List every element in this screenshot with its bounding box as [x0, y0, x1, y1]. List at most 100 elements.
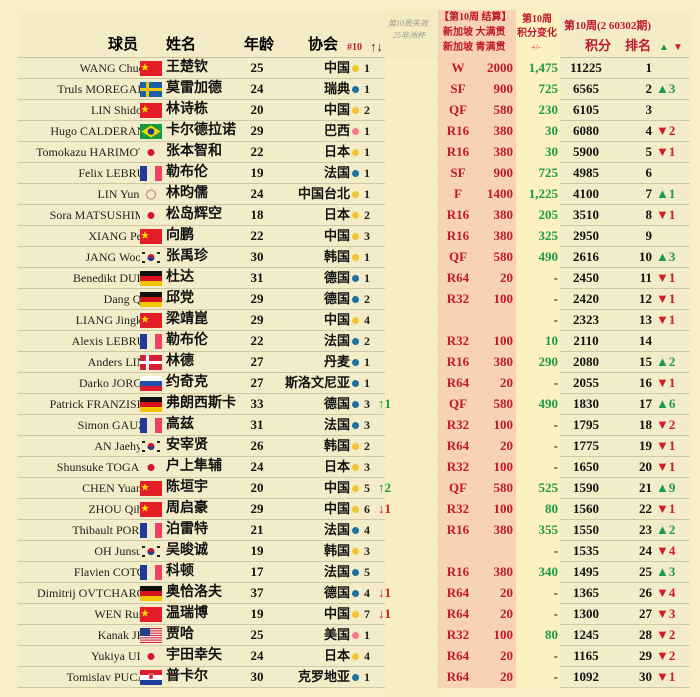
event-cell-bg — [438, 142, 516, 163]
table-row: Kanak JHA 贾哈 25 美国 1 R32 100 80 1245 28 … — [18, 625, 690, 646]
region-dot-icon — [352, 632, 359, 639]
expired-header-bg — [385, 10, 437, 58]
player-cn-name: 邱党 — [166, 291, 194, 306]
event-cell-bg — [438, 331, 516, 352]
event-cell-bg — [438, 289, 516, 310]
change-cell-bg — [516, 604, 560, 625]
player-cn-name: 户上隼辅 — [166, 459, 222, 474]
world-rank: 24 — [639, 543, 652, 558]
table-row: Flavien COTON 科顿 17 法国 5 R16 380 340 149… — [18, 562, 690, 583]
event-round: R64 — [446, 438, 470, 453]
world-rank: 2 — [645, 81, 653, 96]
rank-delta: ▼2 — [656, 417, 676, 432]
change-cell-bg — [516, 541, 560, 562]
assoc-rank: 5 — [364, 565, 370, 579]
player-cn-name: 普卡尔 — [166, 669, 208, 684]
event-round: SF — [450, 165, 466, 180]
rank-up-icon: ▲ — [659, 42, 669, 53]
assoc-rank: 6 — [364, 502, 370, 516]
flag-de-icon — [140, 397, 162, 412]
event-cell-bg — [438, 373, 516, 394]
player-en-name: Shunsuke TOGAMI — [56, 460, 154, 474]
player-en-name: LIANG Jingkun — [75, 313, 154, 327]
table-row: JANG Woojin 张禹珍 30 韩国 1 QF 580 490 2616 … — [18, 247, 690, 268]
flag-hr-icon — [140, 670, 162, 685]
event-points: 380 — [493, 228, 514, 243]
rank-delta: ▲1 — [656, 186, 676, 201]
player-cn-name: 杜达 — [166, 270, 194, 285]
player-en-name: AN Jaehyun — [94, 439, 154, 453]
assoc-rank: 1 — [364, 61, 370, 75]
points-change: 30 — [545, 123, 558, 138]
points-change: 325 — [538, 228, 559, 243]
player-assoc: 德国 — [323, 291, 350, 306]
player-assoc: 克罗地亚 — [297, 669, 350, 684]
event-cell-bg — [438, 121, 516, 142]
rank-delta: ▼1 — [656, 291, 676, 306]
player-age: 29 — [250, 312, 264, 327]
assoc-rank-move: ↑2 — [378, 480, 391, 495]
expired-cell — [385, 142, 437, 163]
region-dot-icon — [352, 590, 359, 597]
world-rank: 23 — [639, 522, 652, 537]
header-expired-2: 25非洲杯 — [393, 31, 425, 40]
event-cell-bg — [438, 268, 516, 289]
player-assoc: 日本 — [323, 459, 350, 474]
total-points: 1245 — [573, 627, 599, 642]
total-points: 1550 — [573, 522, 599, 537]
flag-de-icon — [140, 271, 162, 286]
player-assoc: 德国 — [323, 585, 350, 600]
player-age: 22 — [250, 144, 264, 159]
points-change: 30 — [545, 144, 558, 159]
points-change: 490 — [538, 396, 559, 411]
change-header-bg — [516, 10, 560, 58]
player-en-name: LIN Yun-Ju — [97, 187, 154, 201]
change-cell-bg — [516, 184, 560, 205]
flag-de-icon — [140, 586, 162, 601]
assoc-rank: 3 — [364, 418, 370, 432]
event-round: R32 — [446, 417, 470, 432]
region-dot-icon — [352, 212, 359, 219]
player-age: 19 — [250, 606, 264, 621]
change-cell-bg — [516, 163, 560, 184]
event-round: R64 — [446, 585, 470, 600]
expired-cell — [385, 499, 437, 520]
event-points: 100 — [493, 291, 514, 306]
flag-se-icon — [140, 82, 162, 97]
expired-cell — [385, 352, 437, 373]
world-rank: 6 — [645, 165, 653, 180]
event-cell-bg — [438, 79, 516, 100]
event-points: 580 — [493, 102, 514, 117]
expired-cell — [385, 226, 437, 247]
event-round: R64 — [446, 270, 470, 285]
expired-cell — [385, 457, 437, 478]
event-points: 580 — [493, 480, 514, 495]
table-row: LIN Yun-Ju 林昀儒 24 中国台北 1 F 1400 1,225 41… — [18, 184, 690, 205]
player-en-name: Simon GAUZY — [77, 418, 154, 432]
region-dot-icon — [352, 527, 359, 534]
event-round: R32 — [446, 291, 470, 306]
rank-delta: ▼2 — [656, 627, 676, 642]
player-age: 29 — [250, 123, 264, 138]
player-cn-name: 科顿 — [166, 564, 194, 579]
flag-de-icon — [140, 292, 162, 307]
region-dot-icon — [352, 422, 359, 429]
assoc-rank: 1 — [364, 166, 370, 180]
table-body: WANG Chuqin 王楚钦 25 中国 1 W 2000 1,475 112… — [18, 58, 690, 688]
player-assoc: 韩国 — [323, 543, 350, 558]
expired-cell — [385, 520, 437, 541]
flag-cn-icon — [140, 313, 162, 328]
event-round: R64 — [446, 669, 470, 684]
flag-kr-icon — [140, 250, 162, 265]
event-points: 100 — [493, 459, 514, 474]
player-age: 25 — [250, 60, 264, 75]
total-points: 1775 — [573, 438, 599, 453]
event-cell-bg — [438, 226, 516, 247]
change-cell-bg — [516, 121, 560, 142]
rank-delta: ▼1 — [656, 312, 676, 327]
region-dot-icon — [352, 296, 359, 303]
change-cell-bg — [516, 331, 560, 352]
change-cell-bg — [516, 562, 560, 583]
world-rank: 15 — [639, 354, 652, 369]
points-change: - — [553, 543, 558, 558]
